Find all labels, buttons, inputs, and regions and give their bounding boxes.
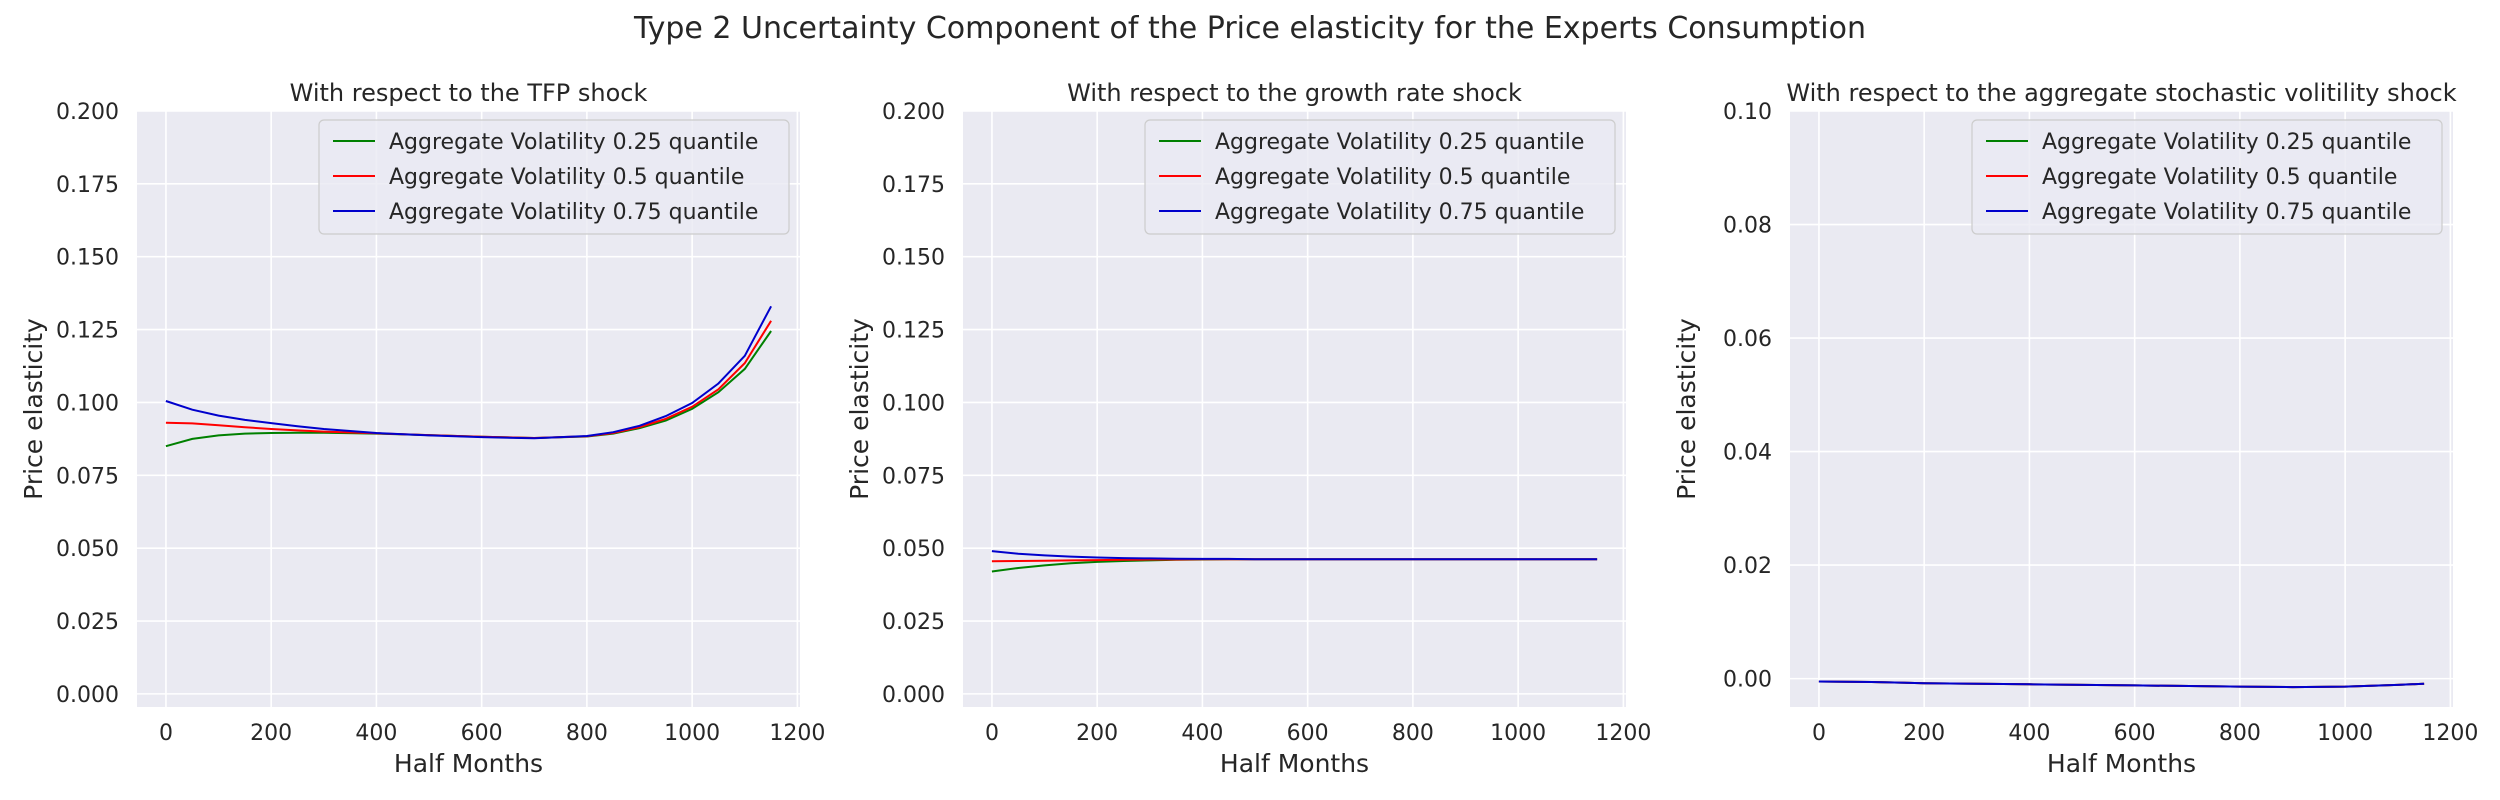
x-axis-label: Half Months	[2047, 749, 2196, 778]
y-tick-label: 0.175	[882, 173, 945, 198]
legend: Aggregate Volatility 0.25 quantile Aggreg…	[318, 119, 790, 235]
x-tick-label: 1000	[664, 721, 720, 746]
y-tick-label: 0.125	[56, 319, 119, 344]
y-tick-label: 0.000	[882, 683, 945, 708]
y-tick-label: 0.200	[882, 100, 945, 125]
x-axis-label: Half Months	[394, 749, 543, 778]
x-tick-label: 400	[1181, 721, 1223, 746]
x-tick-label: 1200	[1595, 721, 1651, 746]
y-tick-label: 0.050	[56, 537, 119, 562]
legend-label: Aggregate Volatility 0.75 quantile	[1215, 200, 1584, 225]
legend-label: Aggregate Volatility 0.25 quantile	[1215, 130, 1584, 155]
y-axis-label: Price elasticity	[1672, 318, 1701, 500]
x-tick-label: 1000	[1490, 721, 1546, 746]
y-tick-label: 0.125	[882, 319, 945, 344]
y-tick-label: 0.00	[1723, 668, 1772, 693]
x-tick-label: 800	[1392, 721, 1434, 746]
x-axis-label: Half Months	[1220, 749, 1369, 778]
x-tick-label: 600	[461, 721, 503, 746]
y-tick-label: 0.200	[56, 100, 119, 125]
y-tick-label: 0.150	[882, 246, 945, 271]
x-tick-label: 400	[2008, 721, 2050, 746]
y-tick-label: 0.150	[56, 246, 119, 271]
x-tick-label: 200	[1076, 721, 1118, 746]
x-tick-label: 200	[250, 721, 292, 746]
y-tick-label: 0.000	[56, 683, 119, 708]
x-tick-label: 1200	[769, 721, 825, 746]
y-tick-label: 0.075	[56, 464, 119, 489]
legend-label: Aggregate Volatility 0.25 quantile	[389, 130, 758, 155]
legend-box	[318, 119, 790, 235]
y-tick-label: 0.04	[1723, 441, 1772, 466]
series-line-3	[165, 305, 772, 440]
legend-label: Aggregate Volatility 0.5 quantile	[389, 165, 744, 190]
y-tick-label: 0.075	[882, 464, 945, 489]
legend: Aggregate Volatility 0.25 quantile Aggreg…	[1144, 119, 1616, 235]
series-line-3	[1818, 680, 2425, 689]
legend-label: Aggregate Volatility 0.5 quantile	[2042, 165, 2397, 190]
x-tick-label: 0	[985, 721, 999, 746]
x-tick-label: 1200	[2422, 721, 2478, 746]
y-tick-label: 0.175	[56, 173, 119, 198]
y-tick-label: 0.100	[56, 391, 119, 416]
chart-panel-3: 0 200 400 600 800 1000 1200 0.00 0.02 0.04 0.06 0.0…	[1672, 79, 2478, 778]
chart-panel-2: 0 200 400 600 800 1000 1200 0.000 0.025 0.050 0.07…	[845, 79, 1651, 778]
legend-box	[1144, 119, 1616, 235]
y-tick-label: 0.06	[1723, 327, 1772, 352]
y-axis-label: Price elasticity	[19, 318, 48, 500]
x-tick-label: 800	[2219, 721, 2261, 746]
y-tick-label: 0.050	[882, 537, 945, 562]
x-tick-label: 200	[1903, 721, 1945, 746]
y-tick-label: 0.02	[1723, 554, 1772, 579]
legend: Aggregate Volatility 0.25 quantile Aggreg…	[1971, 119, 2443, 235]
legend-label: Aggregate Volatility 0.25 quantile	[2042, 130, 2411, 155]
x-tick-label: 600	[1287, 721, 1329, 746]
legend-label: Aggregate Volatility 0.5 quantile	[1215, 165, 1570, 190]
x-tick-label: 600	[2114, 721, 2156, 746]
panel-title: With respect to the TFP shock	[290, 79, 648, 107]
y-axis-label: Price elasticity	[845, 318, 874, 500]
legend-label: Aggregate Volatility 0.75 quantile	[389, 200, 758, 225]
x-tick-label: 0	[1812, 721, 1826, 746]
y-tick-label: 0.100	[882, 391, 945, 416]
chart-panel-1: 0 200 400 600 800 1000 1200 0.000 0.025 0.050 0.07…	[19, 79, 825, 778]
panel-title: With respect to the growth rate shock	[1067, 79, 1522, 107]
legend-box	[1971, 119, 2443, 235]
panel-title: With respect to the aggregate stochastic…	[1786, 79, 2456, 107]
y-tick-label: 0.025	[56, 610, 119, 635]
y-tick-label: 0.025	[882, 610, 945, 635]
x-tick-label: 800	[566, 721, 608, 746]
figure-title: Type 2 Uncertainty Component of the Pric…	[633, 11, 1866, 46]
series-line-3	[991, 550, 1598, 561]
x-tick-label: 400	[355, 721, 397, 746]
legend-label: Aggregate Volatility 0.75 quantile	[2042, 200, 2411, 225]
y-tick-label: 0.10	[1723, 100, 1772, 125]
x-tick-label: 1000	[2317, 721, 2373, 746]
y-tick-label: 0.08	[1723, 214, 1772, 239]
x-tick-label: 0	[159, 721, 173, 746]
